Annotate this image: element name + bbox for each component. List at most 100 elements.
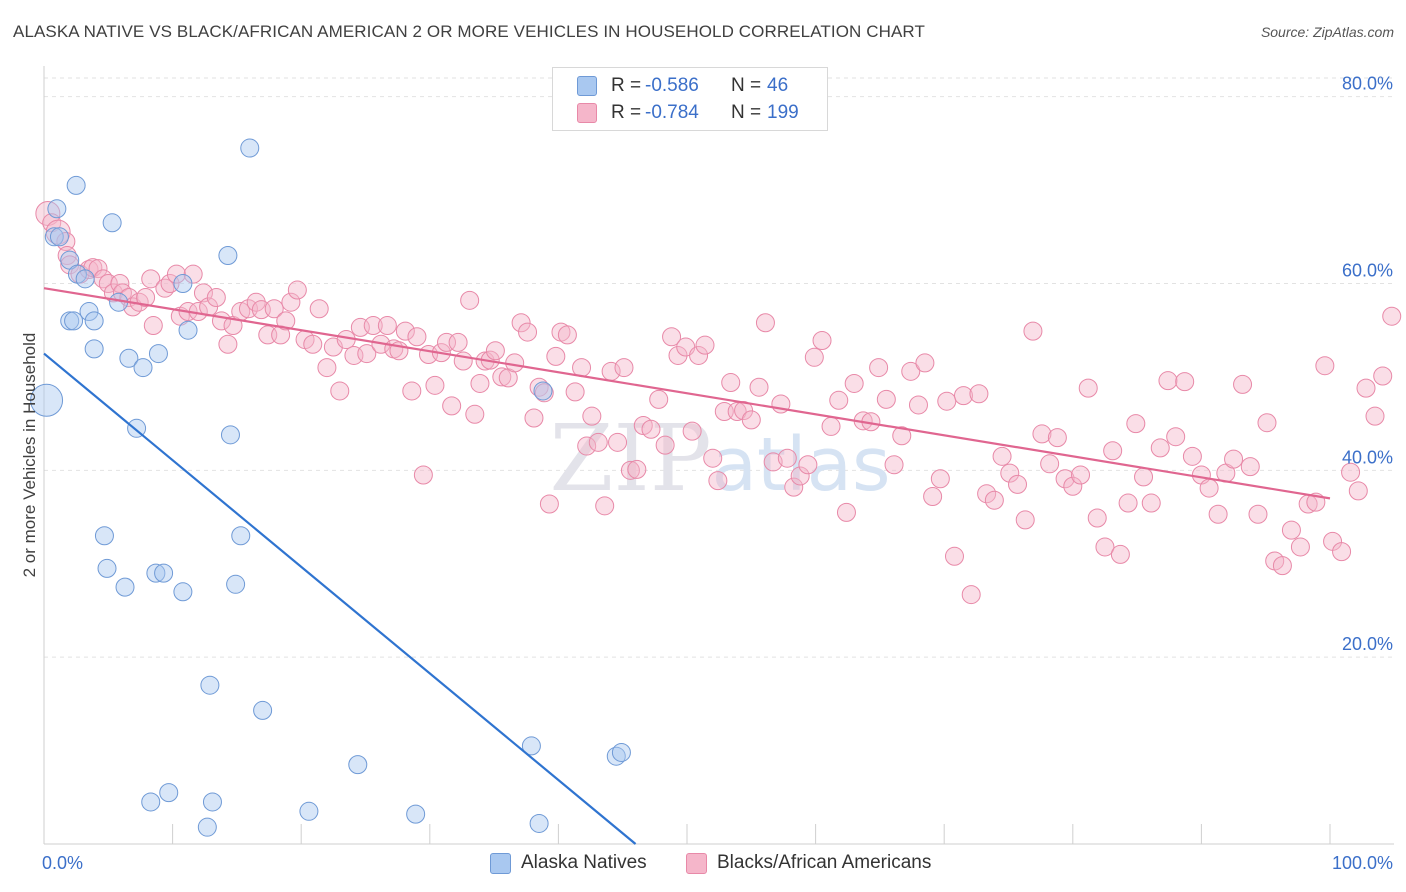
data-point-blacks	[425, 375, 445, 395]
data-point-alaska	[66, 175, 86, 195]
chart-source: Source: ZipAtlas.com	[1260, 24, 1394, 40]
data-point-blacks	[357, 344, 377, 364]
data-point-alaska	[64, 311, 84, 331]
data-point-alaska	[197, 817, 217, 837]
data-point-blacks	[572, 358, 592, 378]
axes	[43, 66, 1394, 845]
data-point-blacks	[413, 465, 433, 485]
data-point-blacks	[915, 353, 935, 373]
data-point-alaska	[44, 227, 64, 247]
data-point-blacks	[1118, 493, 1138, 513]
data-point-blacks	[330, 381, 350, 401]
data-point-blacks	[741, 410, 761, 430]
data-point-blacks	[1341, 462, 1361, 482]
data-point-blacks	[505, 353, 525, 373]
data-point-alaska	[79, 302, 99, 322]
data-point-blacks	[1356, 378, 1376, 398]
data-point-blacks	[641, 419, 661, 439]
data-point-blacks	[804, 347, 824, 367]
data-point-blacks	[303, 334, 323, 354]
data-point-alaska	[253, 700, 273, 720]
data-point-alaska	[606, 746, 626, 766]
data-point-blacks	[1055, 469, 1075, 489]
data-point-blacks	[1315, 356, 1335, 376]
trend-line-alaska	[43, 352, 637, 845]
chart-title: ALASKA NATIVE VS BLACK/AFRICAN AMERICAN …	[13, 22, 925, 41]
data-point-blacks	[821, 416, 841, 436]
data-point-blacks	[577, 436, 597, 456]
data-point-blacks	[790, 466, 810, 486]
data-point-blacks	[682, 421, 702, 441]
data-point-blacks	[460, 290, 480, 310]
data-point-blacks	[1208, 504, 1228, 524]
data-point-blacks	[1175, 372, 1195, 392]
data-point-blacks	[884, 455, 904, 475]
data-point-blacks	[876, 389, 896, 409]
y-tick-label: 60.0%	[1342, 261, 1393, 281]
data-point-blacks	[465, 404, 485, 424]
data-point-blacks	[649, 389, 669, 409]
data-point-alaska	[220, 425, 240, 445]
data-point-blacks	[565, 382, 585, 402]
data-point-alaska	[200, 675, 220, 695]
data-point-blacks	[141, 269, 161, 289]
data-point-blacks	[1000, 463, 1020, 483]
data-point-blacks	[492, 367, 512, 387]
data-point-blacks	[317, 358, 337, 378]
legend-swatch-alaska	[577, 76, 597, 96]
data-point-alaska	[173, 582, 193, 602]
data-point-blacks	[1015, 510, 1035, 530]
data-point-blacks	[1103, 441, 1123, 461]
bottom-legend-label-alaska: Alaska Natives	[521, 852, 647, 873]
data-point-blacks	[470, 373, 490, 393]
data-point-blacks	[1257, 413, 1277, 433]
data-point-alaska	[84, 311, 104, 331]
watermark: ZIPatlas	[550, 405, 891, 512]
data-point-alaska	[406, 804, 426, 824]
data-point-blacks	[1023, 321, 1043, 341]
data-point-alaska	[119, 348, 139, 368]
data-point-blacks	[614, 358, 634, 378]
data-point-blacks	[395, 321, 415, 341]
data-point-blacks	[1063, 476, 1083, 496]
data-point-blacks	[1373, 366, 1393, 386]
data-point-alaska	[231, 526, 251, 546]
trend-line-blacks	[43, 287, 1331, 500]
data-point-blacks	[944, 546, 964, 566]
data-point-blacks	[1382, 306, 1402, 326]
data-point-alaska	[84, 339, 104, 359]
data-point-blacks	[206, 288, 226, 308]
data-point-blacks	[518, 322, 538, 342]
data-point-blacks	[511, 313, 531, 333]
data-point-blacks	[749, 377, 769, 397]
bottom-legend-label-blacks: Blacks/African Americans	[717, 852, 932, 873]
data-point-blacks	[703, 448, 723, 468]
data-point-blacks	[1332, 542, 1352, 562]
data-point-blacks	[844, 373, 864, 393]
data-point-blacks	[627, 459, 647, 479]
data-point-blacks	[166, 264, 186, 284]
data-point-blacks	[309, 299, 329, 319]
data-point-blacks	[407, 327, 427, 347]
data-point-alaska	[146, 563, 166, 583]
data-point-alaska	[611, 742, 631, 762]
data-point-blacks	[1281, 520, 1301, 540]
x-tick-label: 100.0%	[1332, 853, 1393, 873]
legend-n-value: 46	[767, 75, 789, 96]
data-point-blacks	[777, 448, 797, 468]
data-point-blacks	[546, 346, 566, 366]
data-point-blacks	[402, 381, 422, 401]
data-point-blacks	[529, 377, 549, 397]
data-point-blacks	[961, 585, 981, 605]
data-point-alaska	[529, 813, 549, 833]
data-point-alaska	[521, 736, 541, 756]
data-point-blacks	[1032, 424, 1052, 444]
data-point-blacks	[442, 396, 462, 416]
data-point-blacks	[708, 471, 728, 491]
data-point-blacks	[377, 316, 397, 336]
data-point-blacks	[276, 311, 296, 331]
data-point-blacks	[1158, 371, 1178, 391]
data-point-blacks	[930, 469, 950, 489]
correlation-legend: R = -0.586 N = 46 R = -0.784 N = 199	[552, 67, 828, 131]
